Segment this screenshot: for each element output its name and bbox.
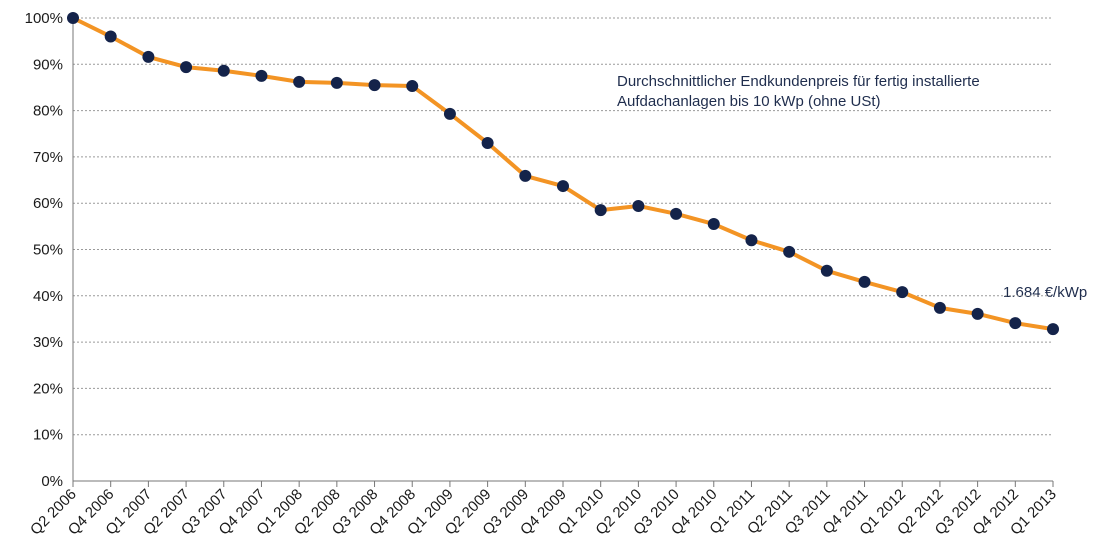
y-tick-label: 60%	[33, 195, 63, 212]
point	[180, 61, 193, 74]
point	[217, 64, 230, 77]
point	[104, 30, 117, 43]
y-tick-label: 80%	[33, 103, 63, 120]
y-tick-label: 90%	[33, 56, 63, 73]
point	[443, 107, 456, 120]
point	[255, 69, 268, 82]
point	[481, 137, 494, 150]
annotation: Durchschnittlicher Endkundenpreis für fe…	[617, 73, 980, 90]
point	[293, 75, 306, 88]
y-tick-label: 20%	[33, 380, 63, 397]
point	[707, 218, 720, 231]
y-tick-label: 0%	[41, 473, 63, 490]
point	[858, 275, 871, 288]
point	[632, 199, 645, 212]
point	[670, 207, 683, 220]
y-tick-label: 70%	[33, 149, 63, 166]
annotation: 1.684 €/kWp	[1003, 284, 1087, 301]
point	[594, 204, 607, 217]
y-tick-label: 30%	[33, 334, 63, 351]
point	[933, 301, 946, 314]
point	[142, 50, 155, 63]
point	[745, 234, 758, 247]
point	[368, 79, 381, 92]
point	[330, 76, 343, 89]
point	[519, 169, 532, 182]
y-tick-label: 10%	[33, 427, 63, 444]
point	[1009, 317, 1022, 330]
point	[971, 307, 984, 320]
point	[783, 245, 796, 258]
point	[557, 180, 569, 193]
y-tick-label: 100%	[25, 10, 63, 27]
point	[896, 286, 909, 299]
y-tick-label: 40%	[33, 288, 63, 305]
point	[1047, 323, 1059, 336]
annotation: Aufdachanlagen bis 10 kWp (ohne USt)	[617, 93, 881, 110]
point	[67, 12, 79, 24]
point	[406, 80, 419, 93]
point	[820, 264, 833, 277]
y-tick-label: 50%	[33, 242, 63, 259]
